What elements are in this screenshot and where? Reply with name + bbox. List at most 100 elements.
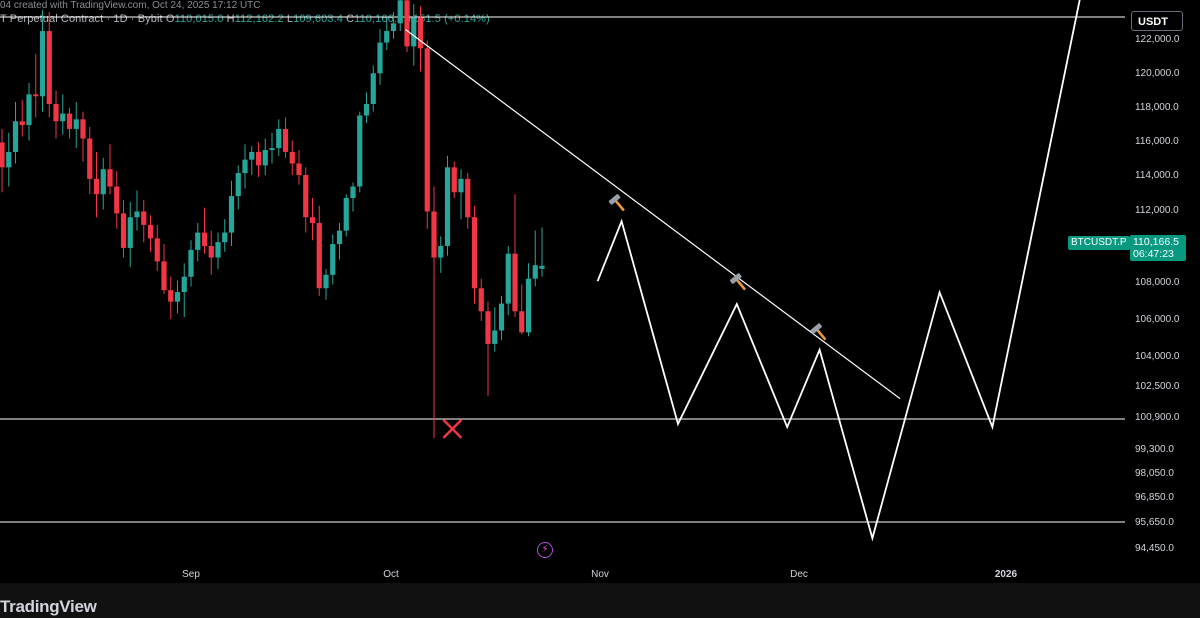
price-tick-label: 102,500.0 [1135, 381, 1180, 392]
candle-body [303, 174, 309, 218]
candle-body [289, 151, 295, 164]
low-label: L [286, 13, 294, 25]
candle-body [411, 17, 417, 47]
open-label: O [165, 13, 175, 25]
price-tick-label: 94,450.0 [1135, 543, 1174, 554]
price-tick-label: 114,000.0 [1135, 170, 1179, 181]
candle-body [397, 0, 403, 24]
candle-body [201, 232, 208, 247]
price-tick-label: 95,650.0 [1135, 517, 1174, 528]
high-value: 112,162.2 [234, 13, 284, 25]
time-tick-label: Nov [591, 569, 609, 580]
candle-body [168, 290, 174, 302]
time-tick-label: Oct [383, 569, 399, 580]
candle-body [161, 261, 167, 291]
candle-body [330, 244, 336, 275]
candle-body [93, 178, 100, 195]
footer-bar [0, 583, 1200, 618]
last-price-tag: 110,166.5 06:47:23 [1130, 235, 1186, 261]
candle-body [215, 242, 221, 258]
hammer-icon [608, 194, 625, 212]
time-tick-label: Sep [182, 569, 200, 580]
change-value: +151.5 (+0.14%) [406, 13, 490, 25]
close-value: 110,166.5 [354, 13, 404, 25]
candle-body [492, 330, 498, 344]
time-tick-label: 2026 [995, 569, 1018, 580]
candle-body [519, 311, 525, 333]
high-label: H [226, 13, 235, 25]
candle-body [134, 211, 140, 218]
candle-body [471, 217, 478, 289]
candle-body [377, 42, 383, 74]
candle-body [465, 178, 471, 218]
candle-body [73, 119, 79, 129]
candle-body [282, 128, 289, 152]
hammer-icon [810, 323, 827, 341]
candle-body [228, 196, 235, 233]
candle-body [336, 230, 343, 245]
candle-body [222, 232, 228, 243]
price-tick-label: 116,000.0 [1135, 136, 1179, 147]
candle-body [242, 159, 248, 174]
tradingview-logo-text: TradingView [0, 597, 97, 616]
candle-body [296, 163, 302, 175]
candle-body [19, 121, 25, 126]
candle-body [60, 113, 66, 122]
candle-body [424, 48, 430, 212]
price-tick-label: 122,000.0 [1135, 34, 1180, 45]
last-price-value: 110,166.5 [1133, 236, 1179, 248]
price-tick-label: 118,000.0 [1135, 102, 1179, 113]
cross-marker-icon [442, 419, 463, 439]
currency-selector[interactable]: USDT [1131, 11, 1183, 31]
bar-countdown: 06:47:23 [1133, 248, 1174, 260]
symbol-tag: BTCUSDT.P [1068, 236, 1130, 250]
price-tick-label: 96,850.0 [1135, 492, 1174, 503]
candle-body [147, 224, 154, 239]
candle-body [26, 94, 32, 126]
candle-body [87, 138, 93, 179]
candle-body [309, 217, 316, 223]
candle-body [417, 17, 424, 49]
candle-body [12, 121, 19, 152]
candle-body [181, 276, 187, 293]
candle-body [269, 148, 275, 151]
candle-body [276, 128, 282, 149]
candle-body [188, 249, 194, 277]
candle-body [255, 151, 262, 166]
candle-body [505, 253, 511, 304]
candle-body [80, 119, 86, 139]
low-value: 109,603.4 [293, 13, 343, 25]
hammer-icon [729, 273, 747, 291]
candle-body [53, 103, 59, 122]
candle-body [114, 186, 120, 214]
candle-body [431, 211, 437, 258]
candle-body [66, 113, 73, 129]
flash-icon[interactable]: ⚡ [537, 542, 553, 558]
candle-body [343, 198, 349, 231]
price-tick-label: 112,000.0 [1135, 205, 1179, 216]
candle-body [33, 94, 39, 97]
close-label: C [346, 13, 355, 25]
candle-body [478, 288, 484, 312]
candle-body [174, 292, 181, 302]
price-tick-label: 108,000.0 [1135, 277, 1180, 288]
candle-body [154, 238, 160, 262]
projection-path [596, 0, 1081, 542]
title-line: T Perpetual Contract · 1D · Bybit [0, 13, 163, 25]
candle-body [141, 211, 147, 225]
candle-body [444, 167, 451, 247]
price-tick-label: 104,000.0 [1135, 351, 1180, 362]
candle-body [323, 274, 329, 289]
candle-body [249, 151, 255, 160]
candle-body [532, 265, 538, 279]
candle-body [498, 303, 505, 331]
candle-body [208, 246, 214, 258]
candle-body [120, 213, 127, 248]
candle-body [384, 31, 390, 43]
candle-body [404, 0, 410, 47]
price-tick-label: 99,300.0 [1135, 444, 1174, 455]
candle-body [512, 253, 518, 312]
candle-body [0, 142, 5, 168]
candle-body [485, 311, 491, 344]
